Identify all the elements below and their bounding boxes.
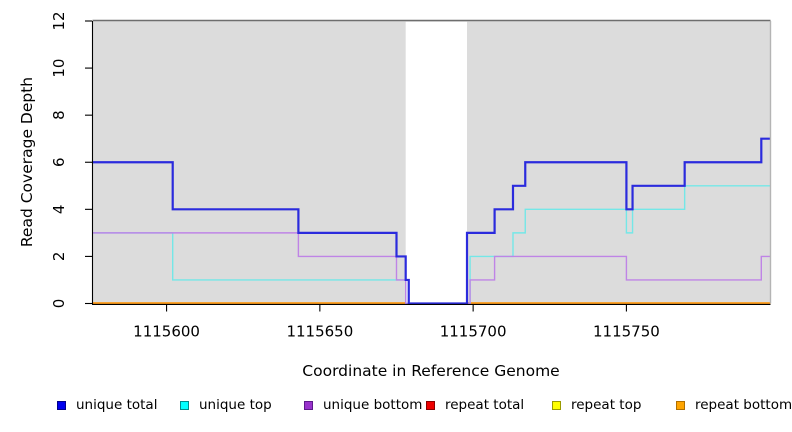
legend-swatch-icon xyxy=(180,400,189,410)
y-tick-label: 8 xyxy=(50,110,68,120)
y-tick-label: 6 xyxy=(50,157,68,167)
legend-item-unique-bottom: unique bottom xyxy=(304,397,422,413)
y-tick-label: 4 xyxy=(50,205,68,215)
series-unique-bottom-line xyxy=(93,232,771,305)
legend-label: repeat bottom xyxy=(695,397,792,413)
y-tick-label: 0 xyxy=(50,299,68,309)
legend-swatch-icon xyxy=(676,400,685,410)
legend-swatch-icon xyxy=(426,400,435,410)
y-axis-title: Read Coverage Depth xyxy=(18,76,36,248)
legend-label: repeat top xyxy=(571,397,642,413)
no-data-gap xyxy=(405,21,468,304)
legend-swatch-icon xyxy=(552,400,561,410)
y-tick-label: 2 xyxy=(50,252,68,262)
x-tick-label: 1115700 xyxy=(440,323,507,341)
legend-item-repeat-total: repeat total xyxy=(426,397,524,413)
legend-item-repeat-bottom: repeat bottom xyxy=(676,397,792,413)
legend-label: unique total xyxy=(76,397,158,413)
x-tick-label: 1115600 xyxy=(133,323,200,341)
legend-label: repeat total xyxy=(445,397,525,413)
series-unique-total-line xyxy=(93,137,771,305)
legend-item-unique-total: unique total xyxy=(57,397,157,413)
y-tick-label: 10 xyxy=(50,59,68,78)
legend-label: unique top xyxy=(199,397,272,413)
legend-swatch-icon xyxy=(304,400,313,410)
y-tick-label: 12 xyxy=(50,11,68,30)
x-tick-label: 1115750 xyxy=(593,323,660,341)
legend-item-unique-top: unique top xyxy=(180,397,272,413)
series-unique-top-line xyxy=(93,185,771,305)
x-tick-label: 1115650 xyxy=(286,323,353,341)
legend-label: unique bottom xyxy=(323,397,423,413)
x-axis-title: Coordinate in Reference Genome xyxy=(302,362,560,380)
legend-swatch-icon xyxy=(57,400,66,410)
legend-item-repeat-top: repeat top xyxy=(552,397,641,413)
